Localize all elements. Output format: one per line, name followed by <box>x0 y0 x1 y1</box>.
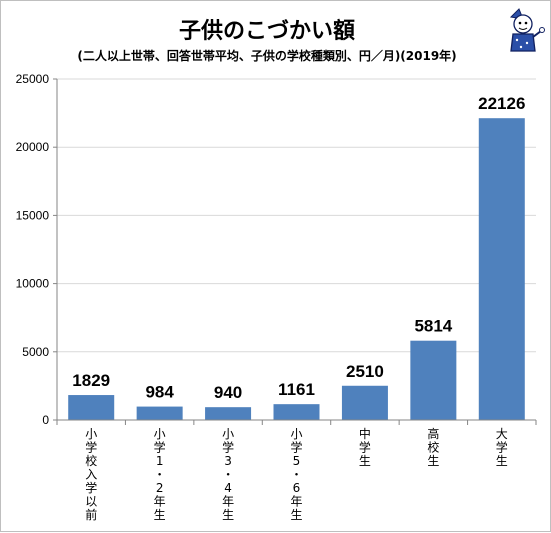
mascot-character-icon <box>509 8 545 52</box>
x-tick-label: 小学 1 ・ 2 年生 <box>154 427 166 522</box>
bar <box>136 406 183 420</box>
y-tick-label: 25000 <box>16 72 50 86</box>
chart-title: 子供のこづかい額 <box>179 18 355 44</box>
data-label: 984 <box>145 383 174 402</box>
bar <box>273 404 320 420</box>
x-tick-label: 中学生 <box>359 426 371 468</box>
y-tick-label: 5000 <box>22 345 49 359</box>
x-tick-label: 小学校入学以前 <box>85 427 97 522</box>
x-tick-labels: 小学校入学以前 小学 1 ・ 2 年生 小学 3 ・ 4 年生 小学 5 ・ 6 年生 中学生 高校生 大学生 <box>85 426 508 522</box>
bar <box>410 340 457 420</box>
x-tick-label: 小学 5 ・ 6 年生 <box>290 427 302 522</box>
gridlines <box>57 78 536 353</box>
bars <box>68 118 525 421</box>
x-tick-label: 高校生 <box>427 426 439 468</box>
bar <box>478 118 525 421</box>
y-tick-labels: 0 5000 10000 15000 20000 25000 <box>16 72 50 427</box>
y-tick-label: 15000 <box>16 208 50 222</box>
x-tick-label: 大学生 <box>496 427 508 468</box>
bar <box>205 407 252 420</box>
data-label: 5814 <box>414 317 452 336</box>
data-label: 1829 <box>72 371 110 390</box>
y-tick-label: 20000 <box>16 140 50 154</box>
bar <box>341 385 388 420</box>
bar <box>68 395 115 420</box>
data-label: 940 <box>214 383 242 402</box>
data-label: 2510 <box>346 362 384 381</box>
data-labels: 1829 984 940 1161 2510 5814 22126 <box>72 94 525 402</box>
y-tick-label: 0 <box>42 413 49 427</box>
axes <box>53 78 537 425</box>
data-label: 22126 <box>478 94 525 113</box>
data-label: 1161 <box>278 380 315 399</box>
y-tick-label: 10000 <box>16 277 50 291</box>
x-tick-label: 小学 3 ・ 4 年生 <box>222 427 234 522</box>
chart-subtitle: (二人以上世帯、回答世帯平均、子供の学校種類別、円／月)(2019年) <box>77 48 456 63</box>
